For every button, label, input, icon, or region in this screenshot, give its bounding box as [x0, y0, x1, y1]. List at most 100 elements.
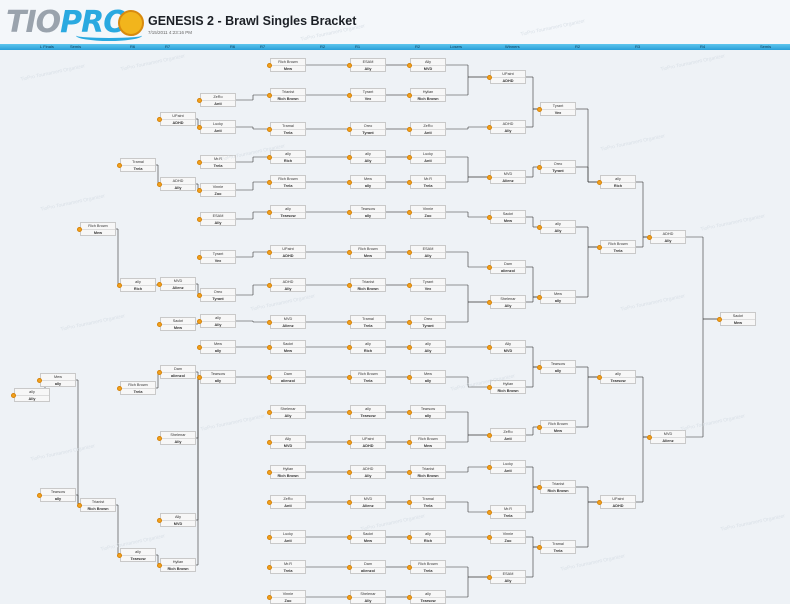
bracket-match[interactable]: ZeRo Anti	[407, 122, 446, 136]
bracket-match[interactable]: ally Rich	[407, 530, 446, 544]
bracket-match[interactable]: Mr.R Trela	[267, 560, 306, 574]
bracket-match[interactable]: ADHD Ally	[267, 278, 306, 292]
bracket-match[interactable]: Hylian Rich Brown	[157, 558, 196, 572]
bracket-match[interactable]: Tearsow ally	[537, 360, 576, 374]
bracket-match[interactable]: Hylian Rich Brown	[487, 380, 526, 394]
bracket-match[interactable]: UPaint ADHD	[347, 435, 386, 449]
bracket-match[interactable]: Mr.R Trela	[197, 155, 236, 169]
bracket-match[interactable]: Rich Brown Trela	[267, 175, 306, 189]
bracket-match[interactable]: Tramal Trela	[407, 495, 446, 509]
bracket-match[interactable]: Tyrant Vex	[537, 102, 576, 116]
bracket-match[interactable]: ZeRo Anti	[487, 428, 526, 442]
bracket-match[interactable]: Shelenar Ally	[347, 590, 386, 604]
bracket-match[interactable]: Tramal Trela	[267, 122, 306, 136]
bracket-match[interactable]: Vinnie Zoo	[407, 205, 446, 219]
bracket-match[interactable]: ally Rich	[347, 340, 386, 354]
bracket-match[interactable]: Rich Brown Mew	[77, 222, 116, 236]
bracket-match[interactable]: Tearsow ally	[197, 370, 236, 384]
bracket-match[interactable]: Oreo Tyrant	[197, 288, 236, 302]
bracket-match[interactable]: MVD Alienz	[267, 315, 306, 329]
bracket-match[interactable]: UPaint ADHD	[487, 70, 526, 84]
bracket-match[interactable]: UPaint ADHD	[157, 112, 196, 126]
bracket-match[interactable]: Vinnie Zoo	[197, 183, 236, 197]
bracket-match[interactable]: Trianist Rich Brown	[347, 278, 386, 292]
bracket-match[interactable]: Lucky Anti	[197, 120, 236, 134]
bracket-match[interactable]: ADHD Ally	[347, 465, 386, 479]
bracket-match[interactable]: Mew ally	[407, 370, 446, 384]
bracket-match[interactable]: Dam alienzol	[347, 560, 386, 574]
bracket-match[interactable]: Tramal Trela	[347, 315, 386, 329]
bracket-match[interactable]: Oreo Tyrant	[407, 315, 446, 329]
bracket-match[interactable]: Dam alienzol	[157, 365, 196, 379]
bracket-match[interactable]: Sackri Mew	[267, 340, 306, 354]
bracket-match[interactable]: Tramal Trela	[537, 540, 576, 554]
bracket-match[interactable]: MVD Alienz	[487, 170, 526, 184]
bracket-match[interactable]: Hylian Rich Brown	[267, 465, 306, 479]
bracket-match[interactable]: UPaint ADHD	[597, 495, 636, 509]
bracket-match[interactable]: ally Ally	[407, 340, 446, 354]
bracket-match[interactable]: Rich Brown Trela	[117, 381, 156, 395]
bracket-match[interactable]: Rich Brown Trela	[597, 240, 636, 254]
bracket-match[interactable]: ally Tearsow	[407, 590, 446, 604]
bracket-match[interactable]: Dam alienzol	[267, 370, 306, 384]
bracket-match[interactable]: Mew ally	[197, 340, 236, 354]
bracket-match[interactable]: ZeRo Anti	[197, 93, 236, 107]
bracket-match[interactable]: Rich Brown Mew	[537, 420, 576, 434]
bracket-match[interactable]: Oreo Tyrant	[347, 122, 386, 136]
bracket-match[interactable]: Mr.R Trela	[407, 175, 446, 189]
bracket-match[interactable]: Ally MVD	[267, 435, 306, 449]
bracket-match[interactable]: Rich Brown Trela	[347, 370, 386, 384]
bracket-match[interactable]: Tyrant Vex	[407, 278, 446, 292]
bracket-match[interactable]: ESAM Ally	[407, 245, 446, 259]
bracket-match[interactable]: Sackri Mew	[157, 317, 196, 331]
bracket-match[interactable]: Ally MVD	[407, 58, 446, 72]
bracket-match[interactable]: ally Tearsow	[597, 370, 636, 384]
bracket-match[interactable]: ally Tearsow	[347, 405, 386, 419]
bracket-match[interactable]: Tyrant Vex	[197, 250, 236, 264]
bracket-match[interactable]: Trianist Rich Brown	[407, 465, 446, 479]
bracket-match[interactable]: Sackri Mew	[717, 312, 756, 326]
bracket-match[interactable]: Ally MVD	[487, 340, 526, 354]
bracket-match[interactable]: Vinnie Zoo	[487, 530, 526, 544]
bracket-match[interactable]: ZeRo Anti	[267, 495, 306, 509]
bracket-match[interactable]: Dam alienzol	[487, 260, 526, 274]
bracket-match[interactable]: ESAM Ally	[347, 58, 386, 72]
bracket-match[interactable]: Rich Brown Mew	[407, 435, 446, 449]
bracket-match[interactable]: Lucky Anti	[267, 530, 306, 544]
bracket-match[interactable]: ESAM Ally	[197, 212, 236, 226]
bracket-match[interactable]: ally Tearsow	[117, 548, 156, 562]
bracket-match[interactable]: Mew ally	[347, 175, 386, 189]
bracket-match[interactable]: ally Ally	[537, 220, 576, 234]
bracket-match[interactable]: Shelenar Ally	[487, 295, 526, 309]
bracket-match[interactable]: Ally MVD	[157, 513, 196, 527]
bracket-match[interactable]: Shelenar Ally	[267, 405, 306, 419]
bracket-match[interactable]: Lucky Anti	[407, 150, 446, 164]
bracket-match[interactable]: Tyrant Vex	[347, 88, 386, 102]
bracket-match[interactable]: ADHD Ally	[157, 177, 196, 191]
bracket-match[interactable]: ally Ally	[347, 150, 386, 164]
bracket-match[interactable]: Rich Brown Trela	[407, 560, 446, 574]
bracket-match[interactable]: ally Tearsow	[267, 205, 306, 219]
bracket-match[interactable]: Mr.R Trela	[487, 505, 526, 519]
bracket-match[interactable]: ally Ally	[11, 388, 50, 402]
bracket-match[interactable]: MVD Alienz	[157, 277, 196, 291]
bracket-match[interactable]: Rich Brown Mew	[347, 245, 386, 259]
bracket-match[interactable]: ally Rich	[117, 278, 156, 292]
bracket-match[interactable]: Tearsow ally	[407, 405, 446, 419]
bracket-match[interactable]: Sackri Mew	[487, 210, 526, 224]
bracket-match[interactable]: Tearsow ally	[37, 488, 76, 502]
bracket-match[interactable]: ADHD Ally	[647, 230, 686, 244]
bracket-match[interactable]: Vinnie Zoo	[267, 590, 306, 604]
bracket-match[interactable]: Oreo Tyrant	[537, 160, 576, 174]
bracket-match[interactable]: Lucky Anti	[487, 460, 526, 474]
bracket-match[interactable]: Trianist Rich Brown	[537, 480, 576, 494]
bracket-match[interactable]: Tearsow ally	[347, 205, 386, 219]
bracket-match[interactable]: Shelenar Ally	[157, 431, 196, 445]
bracket-match[interactable]: ally Rich	[597, 175, 636, 189]
bracket-match[interactable]: Tramal Trela	[117, 158, 156, 172]
bracket-match[interactable]: MVD Alienz	[647, 430, 686, 444]
bracket-match[interactable]: Trianist Rich Brown	[77, 498, 116, 512]
bracket-match[interactable]: ally Rich	[267, 150, 306, 164]
bracket-match[interactable]: Trianist Rich Brown	[267, 88, 306, 102]
bracket-match[interactable]: Sackri Mew	[347, 530, 386, 544]
